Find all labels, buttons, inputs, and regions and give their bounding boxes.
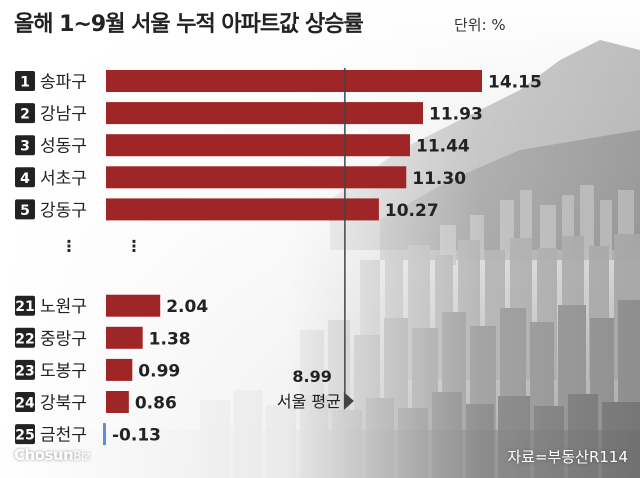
gap-marker-bars: ⋮ xyxy=(126,237,142,256)
average-label: 서울 평균 xyxy=(277,392,341,411)
rank-badge xyxy=(15,424,35,445)
bar xyxy=(106,198,379,221)
source-label: 자료=부동산R114 xyxy=(507,448,628,466)
rank-number: 3 xyxy=(20,139,30,155)
bar xyxy=(106,102,424,125)
value-label: 1.38 xyxy=(149,329,191,349)
bar xyxy=(106,326,143,349)
rank-number: 24 xyxy=(15,396,35,412)
value-label: 2.04 xyxy=(166,297,208,317)
bar-negative xyxy=(103,423,106,446)
category-label: 강남구 xyxy=(40,105,87,125)
rank-number: 2 xyxy=(20,107,30,123)
rank-number: 21 xyxy=(15,299,34,315)
category-label: 송파구 xyxy=(40,73,87,93)
chart-title: 올해 1~9월 서울 누적 아파트값 상승률 xyxy=(14,12,364,37)
bar xyxy=(106,358,133,381)
rank-badge xyxy=(15,295,35,316)
rank-number: 23 xyxy=(15,363,34,379)
value-label: -0.13 xyxy=(112,426,161,446)
category-label: 성동구 xyxy=(40,137,87,157)
bar xyxy=(106,70,482,92)
category-label: 서초구 xyxy=(40,169,87,189)
rank-number: 22 xyxy=(15,331,34,347)
logo-main: Chosun xyxy=(14,446,74,464)
category-label: 강동구 xyxy=(40,201,87,221)
rank-number: 25 xyxy=(15,428,34,444)
chosunbiz-logo: ChosunBiz xyxy=(14,446,90,464)
rank-badge xyxy=(15,167,35,188)
rank-number: 1 xyxy=(20,75,30,91)
logo-sub: Biz xyxy=(73,449,90,463)
unit-label: 단위: % xyxy=(454,16,506,34)
bar xyxy=(106,294,161,317)
value-label: 14.15 xyxy=(488,73,542,93)
category-label: 금천구 xyxy=(40,426,87,446)
rank-badge xyxy=(15,392,35,412)
category-label: 노원구 xyxy=(40,297,87,317)
average-value: 8.99 xyxy=(292,367,331,386)
rank-badge xyxy=(15,327,35,348)
rank-badge xyxy=(15,199,35,220)
rank-number: 5 xyxy=(20,203,30,219)
category-label: 강북구 xyxy=(40,394,87,414)
rank-badge xyxy=(15,103,35,124)
bar xyxy=(106,391,129,413)
category-label: 도봉구 xyxy=(40,361,87,381)
rank-badge xyxy=(15,359,35,380)
value-label: 11.93 xyxy=(429,105,483,125)
value-label: 0.86 xyxy=(135,394,177,414)
bar xyxy=(106,166,407,189)
value-label: 11.30 xyxy=(412,169,466,189)
bar xyxy=(106,134,410,157)
rank-badge xyxy=(15,71,35,91)
value-label: 11.44 xyxy=(416,137,470,157)
category-label: 중랑구 xyxy=(40,329,87,349)
rank-badge xyxy=(15,135,35,156)
gap-marker-labels: ⋮ xyxy=(61,237,77,256)
rank-number: 4 xyxy=(20,171,30,187)
value-label: 10.27 xyxy=(385,201,439,221)
value-label: 0.99 xyxy=(138,361,180,381)
average-arrow xyxy=(343,392,354,410)
